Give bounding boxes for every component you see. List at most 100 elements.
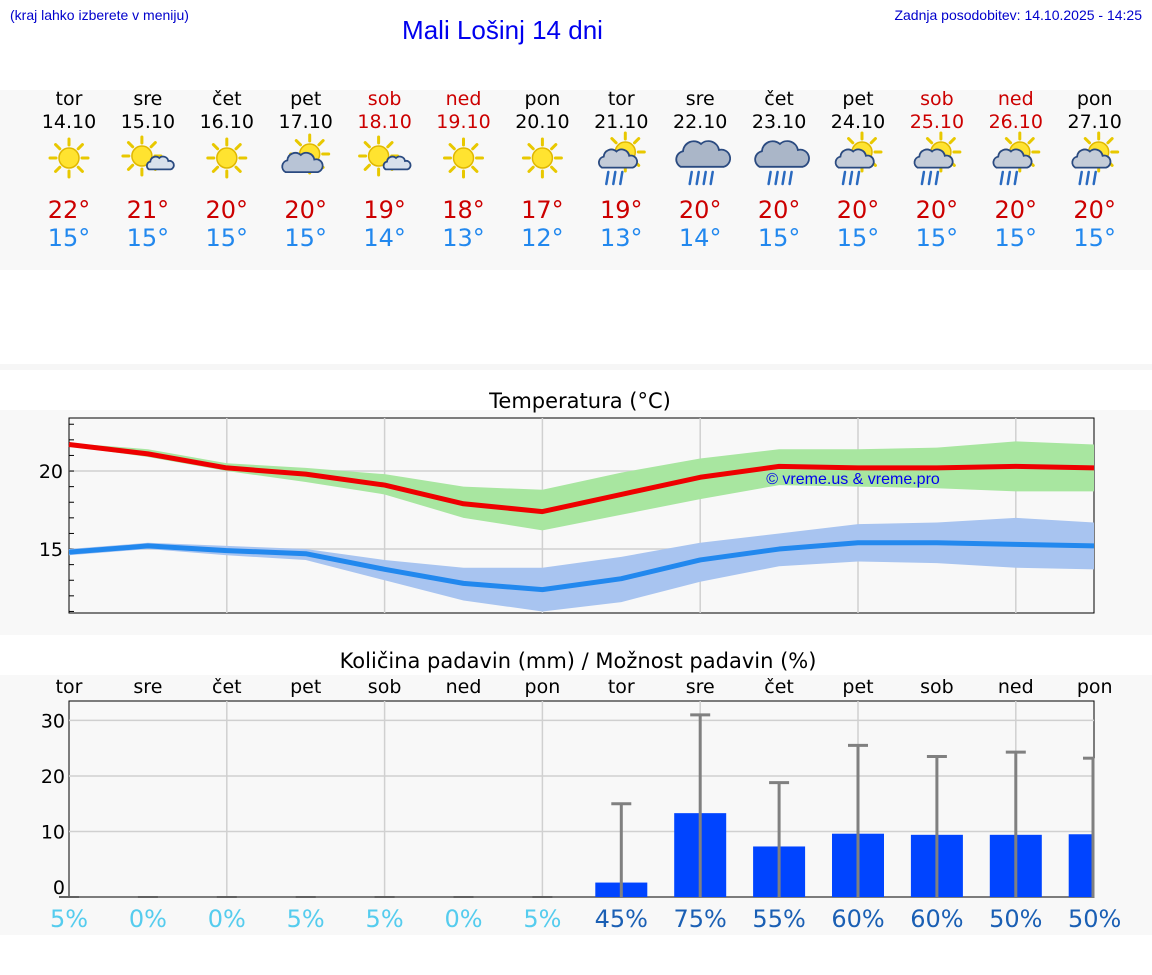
sun-icon [521,137,563,179]
precipitation-chart-title: Količina padavin (mm) / Možnost padavin … [340,649,817,673]
max-temp: 20° [678,196,722,224]
sun-cloud-rain-icon [834,131,883,186]
max-temperature-line [68,442,1095,515]
max-temp: 19° [363,196,406,224]
precipitation-day-label: sob [920,676,954,698]
precipitation-day-label: pet [842,676,873,698]
day-name: sre [685,88,715,110]
min-temp: 15° [47,224,91,252]
day-date: 16.10 [199,111,254,133]
max-temp: 20° [994,196,1038,224]
precipitation-y-tick: 10 [41,821,65,843]
precipitation-day-label: sob [368,676,402,698]
min-temp: 15° [126,224,170,252]
max-temp: 21° [126,196,170,224]
precipitation-day-label: tor [56,676,83,698]
min-temperature-band [69,517,1094,612]
min-temp: 15° [284,224,327,252]
day-name: ned [997,88,1034,110]
min-temperature-line [68,540,1095,593]
day-date: 17.10 [278,111,333,133]
separator [0,364,1152,370]
max-temp: 20° [205,196,249,224]
day-name: pet [290,88,322,110]
min-temp: 14° [363,224,406,252]
precipitation-day-label: pon [1077,676,1113,698]
day-date: 15.10 [120,111,176,133]
day-date: 24.10 [830,111,886,133]
max-temp: 20° [915,196,959,224]
precipitation-probability: 0% [208,905,246,933]
day-name: tor [607,88,635,110]
min-temp: 15° [836,224,880,252]
day-date: 26.10 [988,111,1043,133]
min-temp: 15° [915,224,959,252]
max-temp: 20° [284,196,327,224]
day-date: 18.10 [357,111,412,133]
day-date: 27.10 [1067,111,1122,133]
day-date: 22.10 [672,111,728,133]
precipitation-y-tick: 30 [41,710,65,732]
min-temp: 15° [994,224,1038,252]
max-temp: 18° [442,196,485,224]
day-date: 21.10 [594,111,649,133]
precipitation-probability: 75% [674,905,727,933]
precipitation-probability: 5% [523,905,561,933]
day-name: sre [133,88,163,110]
min-temp: 15° [205,224,249,252]
sun-cloud-rain-icon [1071,131,1120,186]
temperature-chart-title: Temperatura (°C) [488,389,671,413]
min-temp: 12° [521,224,564,252]
location-hint: (kraj lahko izberete v meniju) [10,7,189,23]
precipitation-y-tick: 0 [53,877,65,899]
precipitation-probability: 50% [989,905,1042,933]
precipitation-bar [1068,834,1094,897]
precipitation-probability: 60% [831,905,884,933]
precipitation-day-label: tor [608,676,635,698]
precipitation-probability: 5% [287,905,325,933]
sun-cloud-icon [358,135,412,177]
day-date: 20.10 [515,111,570,133]
sun-cloud-rain-icon [913,131,962,186]
min-temp: 13° [442,224,485,252]
day-name: pon [524,88,561,110]
cloud-rain-icon [754,140,810,186]
min-temp: 13° [600,224,643,252]
cloud-sun-icon [281,133,331,175]
sun-icon [48,137,90,179]
max-temp: 20° [757,196,801,224]
page-title: Mali Lošinj 14 dni [402,15,603,45]
precipitation-probability: 60% [910,905,963,933]
sun-cloud-icon [121,135,175,177]
max-temp: 20° [836,196,880,224]
precipitation-probability: 5% [366,905,404,933]
last-updated: Zadnja posodobitev: 14.10.2025 - 14:25 [894,7,1142,23]
precipitation-day-label: sre [133,676,162,698]
max-temp: 19° [600,196,643,224]
day-name: ned [445,88,482,110]
precipitation-day-label: ned [998,676,1034,698]
watermark: © vreme.us & vreme.pro [766,471,940,488]
day-date: 23.10 [751,111,807,133]
day-date: 19.10 [436,111,491,133]
precipitation-probability: 50% [1068,905,1121,933]
day-name: čet [764,88,794,110]
day-name: pon [1076,88,1113,110]
day-name: tor [55,88,83,110]
day-name: čet [212,88,242,110]
cloud-rain-icon [675,140,732,186]
day-name: sob [920,88,954,110]
precipitation-day-label: pet [290,676,321,698]
precipitation-probability: 45% [595,905,648,933]
sun-icon [206,137,248,179]
temperature-y-tick: 20 [39,461,63,483]
precipitation-day-label: pon [525,676,561,698]
max-temperature-band [69,441,1094,531]
max-temp: 17° [521,196,564,224]
min-temp: 15° [757,224,801,252]
day-date: 14.10 [41,111,97,133]
forecast-panel [0,90,1152,270]
sun-icon [443,137,484,179]
day-date: 25.10 [909,111,965,133]
